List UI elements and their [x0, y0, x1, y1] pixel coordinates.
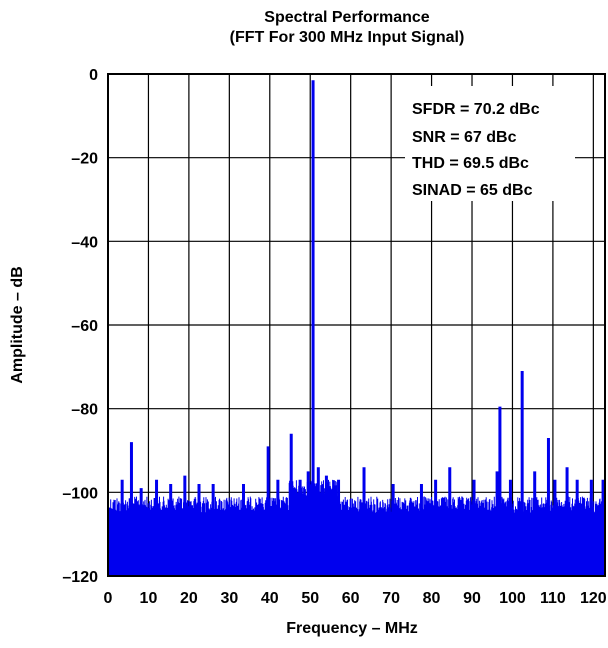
x-tick-label: 60 [342, 590, 360, 607]
y-tick-label: 0 [89, 67, 98, 84]
thd-annotation: THD = 69.5 dBc [412, 155, 529, 172]
y-tick-label: –120 [62, 569, 98, 586]
y-tick-label: –40 [71, 234, 98, 251]
x-tick-label: 110 [540, 590, 566, 607]
x-axis-label: Frequency – MHz [286, 620, 418, 637]
metrics-box: SFDR = 70.2 dBc SNR = 67 dBc THD = 69.5 … [405, 86, 575, 201]
x-tick-label: 120 [580, 590, 607, 607]
x-tick-label: 10 [140, 590, 158, 607]
y-tick-label: –20 [71, 151, 98, 168]
x-tick-label: 40 [261, 590, 279, 607]
x-tick-label: 80 [423, 590, 441, 607]
y-tick-label: –100 [62, 485, 98, 502]
chart-subtitle: (FFT For 300 MHz Input Signal) [230, 29, 465, 46]
chart-title: Spectral Performance [264, 9, 430, 26]
snr-annotation: SNR = 67 dBc [412, 129, 517, 146]
sinad-annotation: SINAD = 65 dBc [412, 182, 533, 199]
noise-floor-band [108, 534, 605, 576]
x-tick-label: 0 [104, 590, 113, 607]
x-axis-ticks: 0 10 20 30 40 50 60 70 80 90 100 110 120 [104, 590, 607, 607]
x-tick-label: 50 [301, 590, 319, 607]
sfdr-annotation: SFDR = 70.2 dBc [412, 101, 540, 118]
y-axis-label: Amplitude – dB [9, 266, 26, 383]
metrics-box-background [405, 86, 575, 201]
x-tick-label: 30 [220, 590, 238, 607]
plot-frame [107, 73, 606, 577]
y-tick-label: –80 [71, 402, 98, 419]
x-tick-label: 70 [382, 590, 400, 607]
y-tick-label: –60 [71, 318, 98, 335]
x-tick-label: 100 [499, 590, 526, 607]
y-axis-ticks: 0 –20 –40 –60 –80 –100 –120 [62, 67, 98, 586]
x-tick-label: 20 [180, 590, 198, 607]
x-tick-label: 90 [463, 590, 481, 607]
spectrum-plot [107, 80, 606, 576]
